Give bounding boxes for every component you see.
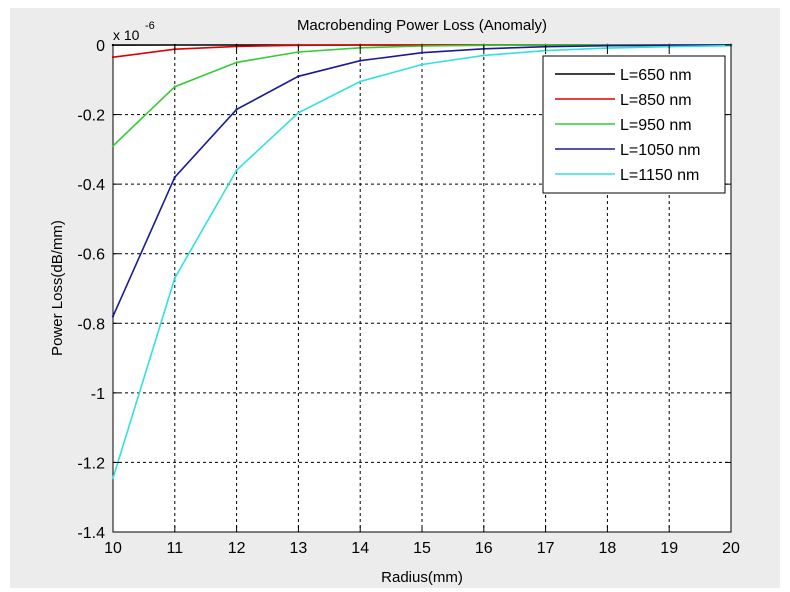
data-point	[111, 55, 115, 59]
y-tick-label: -0.8	[77, 316, 105, 333]
data-point	[359, 59, 362, 62]
y-tick-label: -1.2	[77, 455, 105, 472]
data-point	[111, 476, 115, 480]
x-tick-label: 17	[537, 540, 555, 557]
y-axis-label: Power Loss(dB/mm)	[49, 220, 66, 356]
grid-lines	[113, 45, 731, 532]
y-tick-label: -1	[91, 386, 105, 403]
chart-title: Macrobending Power Loss (Anomaly)	[297, 17, 547, 34]
legend: L=650 nm L=850 nm L=950 nm L=1050 nm L=1150 …	[542, 55, 726, 194]
y-tick-label: -1.4	[77, 525, 105, 542]
data-point	[235, 108, 238, 111]
data-point	[482, 54, 485, 57]
data-point	[235, 61, 238, 64]
x-tick-label: 11	[166, 540, 183, 557]
x-tick-label: 20	[722, 540, 740, 557]
data-point	[420, 51, 424, 54]
y-exponent-base: x 10	[113, 27, 140, 43]
x-axis-label: Radius(mm)	[381, 569, 463, 586]
y-exponent-power: -6	[145, 20, 155, 32]
x-tick-label: 19	[660, 540, 678, 557]
x-tick-label: 13	[290, 540, 308, 557]
legend-label: L=850 nm	[620, 92, 692, 109]
x-tick-label: 15	[413, 540, 431, 557]
y-tick-label: 0	[96, 38, 105, 55]
data-point	[111, 144, 115, 148]
data-point	[173, 85, 176, 88]
x-tick-label: 16	[475, 540, 493, 557]
data-point	[173, 276, 176, 280]
x-tick-label: 12	[228, 540, 246, 557]
data-point	[235, 169, 238, 172]
axis-ticks: 10 11 12 13 14 15 16 17 18 19 20 0 -0.2 -0.4 -0.6 -0.8 -…	[77, 38, 740, 557]
legend-label: L=1050 nm	[620, 142, 701, 159]
legend-label: L=1150 nm	[620, 167, 699, 184]
data-point	[297, 111, 300, 115]
x-tick-label: 14	[351, 540, 369, 557]
data-point	[359, 80, 362, 83]
legend-label: L=650 nm	[620, 67, 692, 84]
data-point	[297, 50, 300, 54]
legend-label: L=950 nm	[620, 117, 692, 134]
data-point	[297, 75, 300, 78]
y-tick-label: -0.6	[77, 247, 105, 264]
x-tick-label: 10	[104, 540, 122, 557]
x-tick-label: 18	[599, 540, 617, 557]
data-point	[111, 315, 115, 318]
y-tick-label: -0.4	[77, 177, 105, 194]
data-point	[420, 63, 424, 66]
data-point	[173, 175, 176, 179]
y-tick-label: -0.2	[77, 108, 105, 125]
